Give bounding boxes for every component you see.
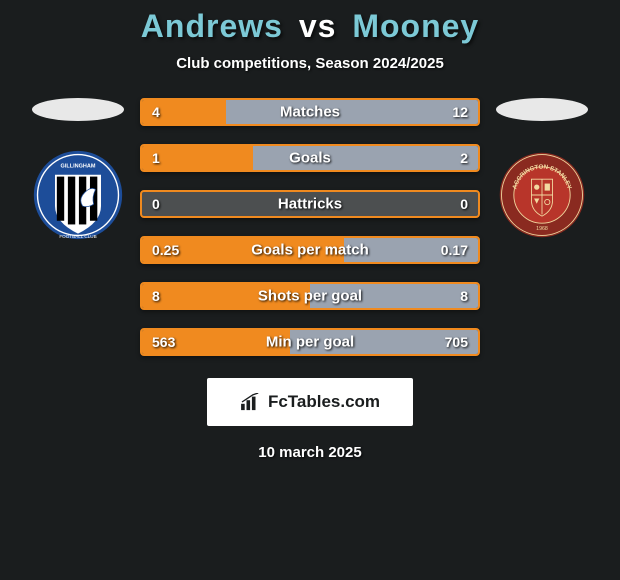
stat-bar: 0.25 0.17 Goals per match: [140, 236, 480, 264]
bar-value-right: 0: [460, 196, 468, 212]
page-title: Andrews vs Mooney: [0, 8, 620, 45]
right-badge-column: ACCRINGTON STANLEY 1968: [492, 98, 592, 241]
subtitle: Club competitions, Season 2024/2025: [0, 55, 620, 72]
stat-bar: 4 12 Matches: [140, 98, 480, 126]
bar-label: Min per goal: [266, 334, 354, 351]
bar-value-left: 563: [152, 334, 175, 350]
bar-value-right: 12: [452, 104, 468, 120]
brand-box[interactable]: FcTables.com: [207, 378, 413, 426]
bar-value-right: 0.17: [441, 242, 468, 258]
svg-text:FOOTBALL CLUB: FOOTBALL CLUB: [59, 234, 96, 239]
left-ellipse: [32, 98, 124, 121]
svg-text:1968: 1968: [536, 226, 548, 232]
gillingham-badge-icon: GILLINGHAM FOOTBALL CLUB: [32, 149, 124, 241]
date-text: 10 march 2025: [0, 444, 620, 461]
accrington-badge-icon: ACCRINGTON STANLEY 1968: [498, 151, 586, 239]
stat-bar: 563 705 Min per goal: [140, 328, 480, 356]
title-right-name: Mooney: [352, 8, 479, 44]
bar-value-right: 2: [460, 150, 468, 166]
bar-fill-right: [253, 146, 478, 170]
bar-label: Goals per match: [251, 242, 369, 259]
bar-value-left: 0: [152, 196, 160, 212]
stat-bars: 412Matches12Goals00Hattricks0.250.17Goal…: [140, 98, 480, 356]
stat-bar: 0 0 Hattricks: [140, 190, 480, 218]
title-left-name: Andrews: [141, 8, 283, 44]
right-ellipse: [496, 98, 588, 121]
bar-value-left: 8: [152, 288, 160, 304]
bar-value-left: 0.25: [152, 242, 179, 258]
brand-text: FcTables.com: [268, 392, 380, 412]
bar-label: Hattricks: [278, 196, 342, 213]
fctables-logo-icon: [240, 393, 262, 411]
bar-label: Matches: [280, 104, 340, 121]
left-badge-column: GILLINGHAM FOOTBALL CLUB: [28, 98, 128, 241]
stat-bar: 1 2 Goals: [140, 144, 480, 172]
bar-fill-right: [226, 100, 478, 124]
title-vs: vs: [299, 8, 337, 44]
bar-label: Shots per goal: [258, 288, 362, 305]
right-club-badge: ACCRINGTON STANLEY 1968: [496, 149, 588, 241]
bar-value-left: 4: [152, 104, 160, 120]
body-row: GILLINGHAM FOOTBALL CLUB 412Matches12Goa…: [0, 98, 620, 356]
widget-container: Andrews vs Mooney Club competitions, Sea…: [0, 0, 620, 461]
left-club-badge: GILLINGHAM FOOTBALL CLUB: [32, 149, 124, 241]
svg-text:GILLINGHAM: GILLINGHAM: [61, 163, 96, 169]
bar-value-right: 8: [460, 288, 468, 304]
stat-bar: 8 8 Shots per goal: [140, 282, 480, 310]
bar-value-right: 705: [445, 334, 468, 350]
bar-label: Goals: [289, 150, 331, 167]
bar-value-left: 1: [152, 150, 160, 166]
